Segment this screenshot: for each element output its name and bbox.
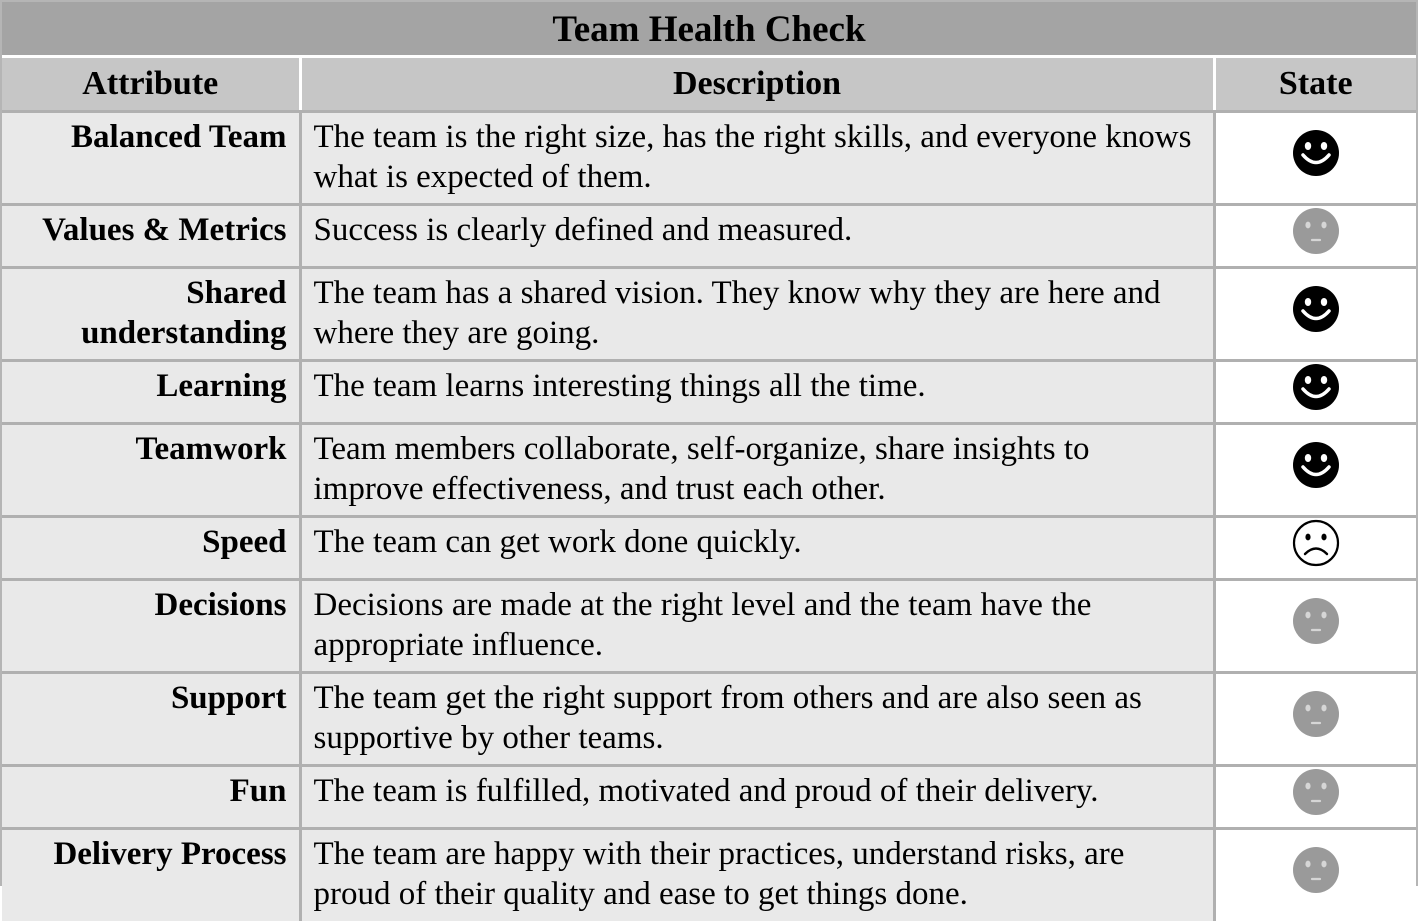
state-cell bbox=[1212, 672, 1416, 767]
neutral-face-icon bbox=[1291, 845, 1341, 905]
table-row: Values & Metrics Success is clearly defin… bbox=[2, 204, 1416, 269]
attribute-cell: Fun bbox=[2, 765, 300, 830]
happy-face-icon bbox=[1291, 440, 1341, 500]
table-row: Learning The team learns interesting thin… bbox=[2, 360, 1416, 425]
table-row: Speed The team can get work done quickly. bbox=[2, 516, 1416, 581]
description-cell: The team is the right size, has the righ… bbox=[298, 111, 1214, 206]
state-cell bbox=[1212, 360, 1416, 425]
happy-face-icon bbox=[1291, 362, 1341, 422]
header-description: Description bbox=[298, 58, 1214, 113]
neutral-face-icon bbox=[1291, 596, 1341, 656]
table-row: Decisions Decisions are made at the right… bbox=[2, 579, 1416, 674]
neutral-face-icon bbox=[1291, 689, 1341, 749]
attribute-cell: Values & Metrics bbox=[2, 204, 300, 269]
health-check-table: Attribute Description State Balanced Tea… bbox=[2, 58, 1416, 921]
state-cell bbox=[1212, 111, 1416, 206]
table-row: Support The team get the right support fr… bbox=[2, 672, 1416, 767]
happy-face-icon bbox=[1291, 128, 1341, 188]
attribute-cell: Balanced Team bbox=[2, 111, 300, 206]
attribute-cell: Teamwork bbox=[2, 423, 300, 518]
state-cell bbox=[1212, 204, 1416, 269]
header-attribute: Attribute bbox=[2, 58, 300, 113]
attribute-cell: Speed bbox=[2, 516, 300, 581]
state-cell bbox=[1212, 423, 1416, 518]
table-title: Team Health Check bbox=[2, 2, 1416, 58]
state-cell bbox=[1212, 828, 1416, 921]
attribute-cell: Delivery Process bbox=[2, 828, 300, 921]
header-row: Attribute Description State bbox=[2, 58, 1416, 113]
table-row: Balanced Team The team is the right size,… bbox=[2, 111, 1416, 206]
description-cell: Success is clearly defined and measured. bbox=[298, 204, 1214, 269]
description-cell: The team get the right support from othe… bbox=[298, 672, 1214, 767]
table-row: Delivery Process The team are happy with … bbox=[2, 828, 1416, 921]
table-row: Teamwork Team members collaborate, self-o… bbox=[2, 423, 1416, 518]
state-cell bbox=[1212, 516, 1416, 581]
description-cell: Team members collaborate, self-organize,… bbox=[298, 423, 1214, 518]
description-cell: The team learns interesting things all t… bbox=[298, 360, 1214, 425]
description-cell: The team is fulfilled, motivated and pro… bbox=[298, 765, 1214, 830]
attribute-cell: Support bbox=[2, 672, 300, 767]
attribute-cell: Shared understanding bbox=[2, 267, 300, 362]
table-row: Fun The team is fulfilled, motivated and … bbox=[2, 765, 1416, 830]
header-state: State bbox=[1212, 58, 1416, 113]
attribute-cell: Learning bbox=[2, 360, 300, 425]
state-cell bbox=[1212, 267, 1416, 362]
table-row: Shared understanding The team has a share… bbox=[2, 267, 1416, 362]
description-cell: The team can get work done quickly. bbox=[298, 516, 1214, 581]
description-cell: Decisions are made at the right level an… bbox=[298, 579, 1214, 674]
state-cell bbox=[1212, 579, 1416, 674]
attribute-cell: Decisions bbox=[2, 579, 300, 674]
description-cell: The team are happy with their practices,… bbox=[298, 828, 1214, 921]
state-cell bbox=[1212, 765, 1416, 830]
description-cell: The team has a shared vision. They know … bbox=[298, 267, 1214, 362]
sad-face-icon bbox=[1291, 518, 1341, 578]
table-body: Balanced Team The team is the right size,… bbox=[2, 111, 1416, 921]
neutral-face-icon bbox=[1291, 767, 1341, 827]
happy-face-icon bbox=[1291, 284, 1341, 344]
neutral-face-icon bbox=[1291, 206, 1341, 266]
